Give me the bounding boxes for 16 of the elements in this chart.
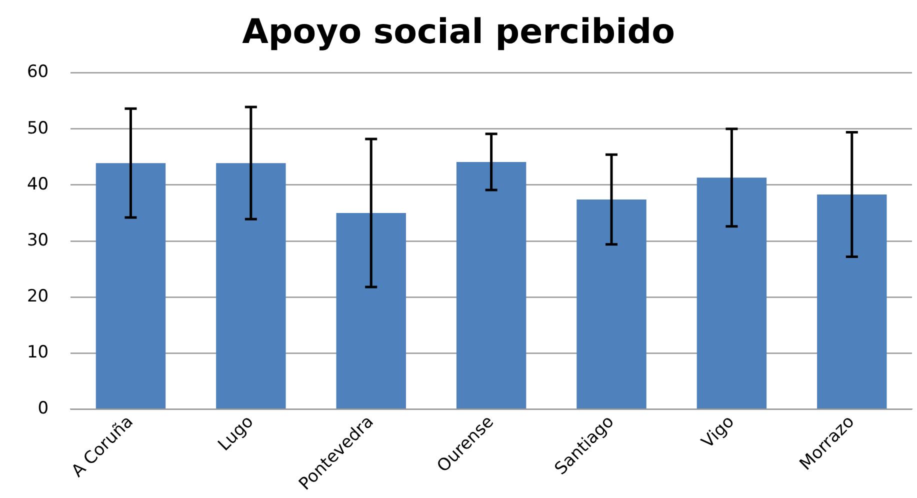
bar: [456, 162, 526, 408]
bar: [696, 178, 767, 408]
y-tick-label: 10: [26, 342, 49, 363]
bar: [96, 163, 166, 408]
bar: [216, 163, 286, 408]
y-tick-label: 20: [26, 286, 49, 307]
chart-title: Apoyo social percibido: [242, 12, 675, 52]
y-tick-label: 40: [26, 174, 49, 194]
bar: [817, 194, 887, 408]
x-tick-label: Vigo: [698, 412, 738, 452]
y-tick-label: 0: [38, 398, 49, 419]
y-tick-label: 60: [26, 62, 49, 82]
y-tick-label: 50: [26, 118, 49, 138]
bar: [576, 200, 646, 408]
y-tick-label: 30: [26, 230, 49, 250]
bar: [336, 212, 406, 408]
